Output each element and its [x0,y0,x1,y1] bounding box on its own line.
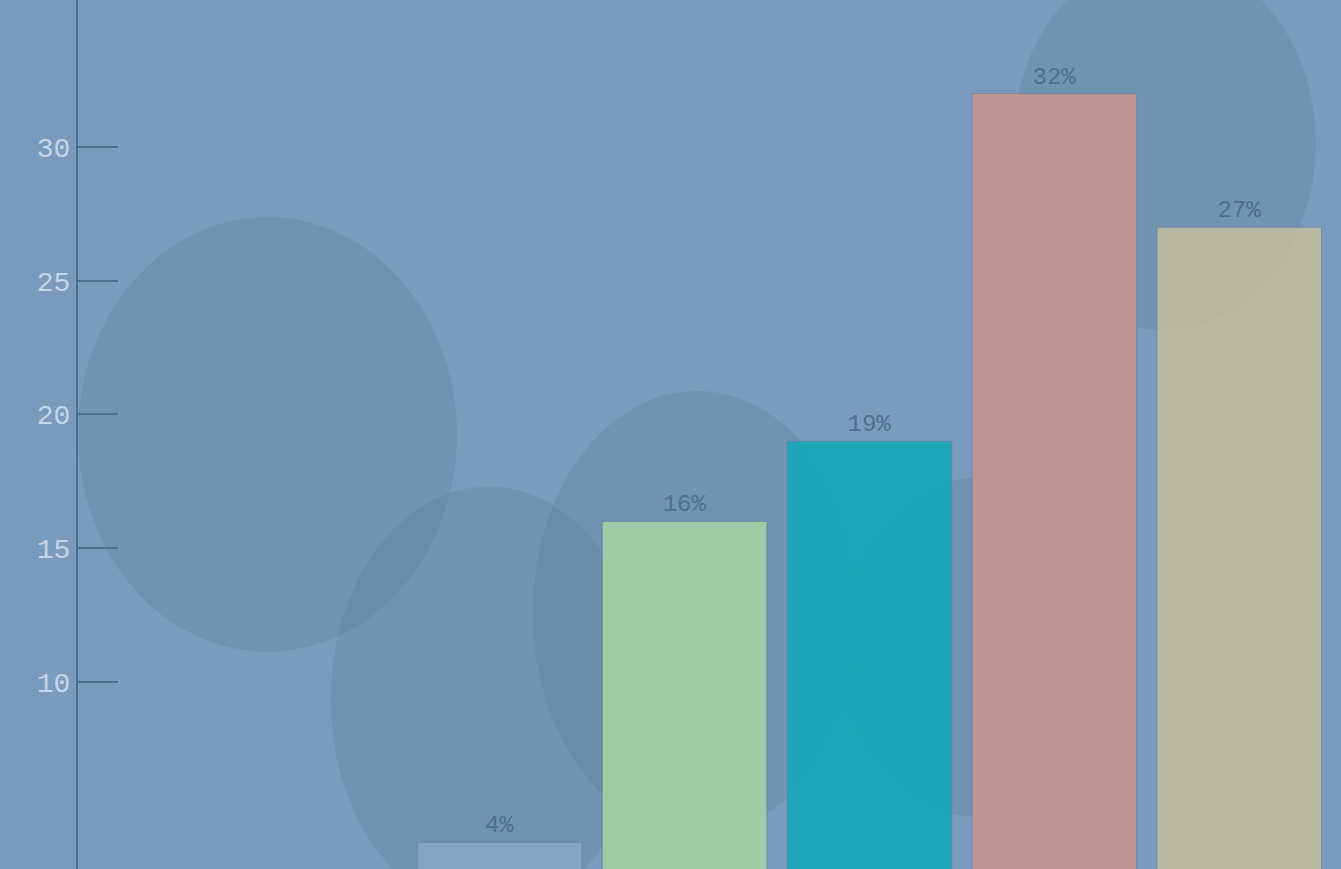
svg-text:30: 30 [37,134,71,165]
svg-text:20: 20 [37,401,71,432]
svg-text:15: 15 [37,535,71,566]
svg-text:4%: 4% [485,812,514,839]
svg-text:27%: 27% [1217,197,1261,224]
svg-text:19%: 19% [848,411,892,438]
svg-text:16%: 16% [663,491,707,518]
svg-text:32%: 32% [1032,64,1076,91]
svg-text:10: 10 [37,669,71,700]
svg-text:25: 25 [37,268,71,299]
